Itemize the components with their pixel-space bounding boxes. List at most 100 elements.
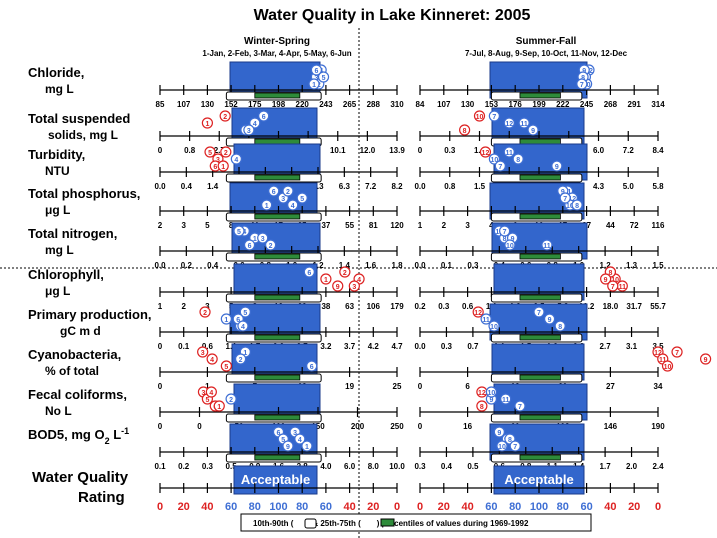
- tick-label: 25: [393, 382, 402, 391]
- month-marker-label: 12: [482, 150, 490, 157]
- tick-label: 0.0: [154, 182, 166, 191]
- tick-label: 16: [463, 422, 472, 431]
- month-marker: 11: [500, 393, 512, 405]
- tick-label: 107: [437, 100, 451, 109]
- tick-label: 4.0: [320, 462, 332, 471]
- month-marker-label: 12: [505, 121, 513, 128]
- tick-label: 2: [442, 221, 447, 230]
- rating-panel-0: Acceptable 0 20 40 60 80 100 80 60 40 20 0: [157, 465, 400, 513]
- month-marker: 1: [201, 117, 213, 129]
- rating-tick-label: 100: [269, 501, 287, 513]
- month-marker-label: 6: [277, 430, 281, 437]
- legend-text: 10th-90th () & 25th-75th () percentiles …: [253, 519, 529, 528]
- tick-label: 0.2: [181, 261, 193, 270]
- tick-label: 0.1: [178, 342, 190, 351]
- month-marker: 9: [282, 440, 294, 452]
- percentile-25-75-bar: [254, 374, 301, 381]
- row-unit: NTU: [45, 164, 70, 178]
- month-marker-circle: [199, 306, 211, 318]
- percentile-25-75-bar: [519, 294, 561, 301]
- tick-label: 1.4: [207, 182, 219, 191]
- month-marker: 5: [296, 192, 308, 204]
- month-marker-circle: [527, 124, 539, 136]
- row-6-panel-1: 0.00.30.71.11.51.92.32.73.13.5121110798: [414, 303, 664, 351]
- tick-label: 153: [485, 100, 499, 109]
- month-marker-circle: [509, 440, 521, 452]
- month-marker: 2: [219, 110, 231, 122]
- month-marker: 11: [503, 146, 515, 158]
- rating-tick-label: 100: [530, 501, 548, 513]
- month-marker-label: 4: [234, 157, 238, 164]
- legend: 10th-90th () & 25th-75th () percentiles …: [240, 513, 592, 532]
- month-marker-label: 3: [201, 350, 205, 357]
- month-marker-label: 6: [307, 270, 311, 277]
- tick-label: 8.0: [368, 462, 380, 471]
- month-marker-label: 5: [205, 397, 209, 404]
- tick-label: 0.4: [181, 182, 193, 191]
- month-marker: 7: [559, 192, 571, 204]
- month-marker-circle: [230, 153, 242, 165]
- month-marker: 1: [261, 199, 273, 211]
- rating-tick-label: 0: [417, 501, 423, 513]
- row-label: Total suspended: [28, 111, 130, 126]
- month-marker-label: 12: [568, 196, 576, 203]
- month-marker: 2: [225, 393, 237, 405]
- rating-tick-label: 60: [485, 501, 497, 513]
- month-marker-circle: [201, 117, 213, 129]
- month-marker-label: 9: [582, 68, 586, 75]
- month-marker: 11: [480, 313, 492, 325]
- tick-label: 288: [367, 100, 381, 109]
- tick-label: 0: [158, 342, 163, 351]
- month-marker: 3: [257, 232, 269, 244]
- month-marker-circle: [258, 110, 270, 122]
- month-marker: 11: [518, 117, 530, 129]
- month-marker-label: 11: [619, 284, 627, 291]
- tick-label: 268: [604, 100, 618, 109]
- month-marker: 7: [494, 160, 506, 172]
- month-marker-label: 6: [248, 243, 252, 250]
- row-0: Chloride,mg L-18510713015217519822024326…: [28, 61, 665, 109]
- row-label: Cyanobacteria,: [28, 347, 121, 362]
- month-marker-label: 12: [654, 350, 662, 357]
- month-marker-circle: [518, 117, 530, 129]
- month-marker: 1: [301, 440, 313, 452]
- tick-label: 243: [319, 100, 333, 109]
- row-label: Total phosphorus,: [28, 186, 140, 201]
- month-marker-label: 9: [604, 277, 608, 284]
- tick-label: 1.8: [391, 261, 403, 270]
- month-marker-circle: [220, 313, 232, 325]
- tick-label: 0.3: [467, 261, 479, 270]
- tick-label: 8.4: [652, 146, 664, 155]
- month-marker-label: 9: [286, 444, 290, 451]
- month-marker-circle: [303, 266, 315, 278]
- month-marker: 12: [472, 306, 484, 318]
- tick-label: 0: [418, 422, 423, 431]
- month-marker-circle: [220, 146, 232, 158]
- month-marker: 5: [204, 146, 216, 158]
- tick-label: 72: [630, 221, 639, 230]
- month-marker-label: 1: [224, 317, 228, 324]
- rating-tick-label: 40: [604, 501, 616, 513]
- panel-left-subtitle: 1-Jan, 2-Feb, 3-Mar, 4-Apr, 5-May, 6-Jun: [202, 49, 351, 58]
- month-marker: 9: [493, 426, 505, 438]
- month-marker: 1: [220, 313, 232, 325]
- month-marker-circle: [600, 273, 612, 285]
- month-marker: 3: [348, 280, 360, 292]
- month-marker: 10: [504, 239, 516, 251]
- month-marker-label: 1: [253, 236, 257, 243]
- tick-label: 55: [345, 221, 354, 230]
- month-marker-label: 1: [243, 350, 247, 357]
- month-marker-label: 8: [480, 404, 484, 411]
- month-marker-circle: [243, 124, 255, 136]
- month-marker-circle: [541, 239, 553, 251]
- month-marker-label: 2: [269, 243, 273, 250]
- row-unit: No L-1: [45, 404, 72, 418]
- percentile-25-75-bar: [254, 92, 301, 99]
- month-marker: 12: [479, 146, 492, 158]
- tick-label: 4.2: [368, 342, 380, 351]
- month-marker-label: 5: [224, 364, 228, 371]
- rows-layer: Chloride,mg L-18510713015217519822024326…: [28, 61, 712, 471]
- tick-label: 38: [321, 302, 330, 311]
- tick-label: 10.0: [389, 462, 405, 471]
